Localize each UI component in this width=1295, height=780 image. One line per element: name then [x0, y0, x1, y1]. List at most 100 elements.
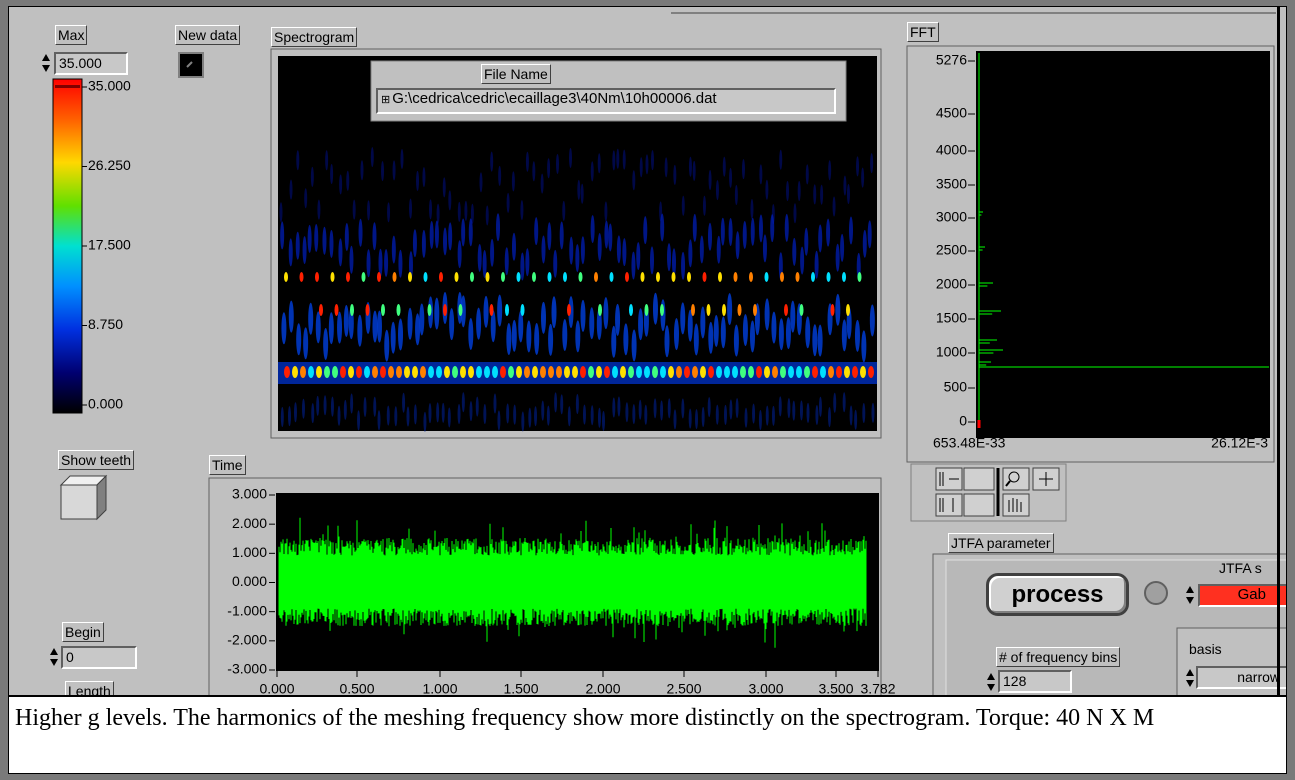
- new-data-label: New data: [175, 25, 240, 45]
- fft-y-tick-label: 1000: [936, 344, 967, 360]
- spectrogram-streak: [281, 312, 286, 344]
- time-x-tick-label: 1.000: [422, 681, 457, 696]
- spectrogram-streak: [308, 225, 312, 253]
- spectrogram-streak: [303, 236, 307, 264]
- spectrogram-streak: [534, 217, 538, 245]
- basis-value[interactable]: narrow: [1196, 666, 1287, 689]
- colorbar-tick-label: 17.500: [88, 237, 131, 253]
- spectrogram-peak: [784, 304, 788, 316]
- spectrogram-streak: [583, 405, 586, 425]
- spectrogram-streak: [344, 400, 347, 420]
- spectrogram-peak: [604, 366, 610, 378]
- process-button[interactable]: process: [986, 573, 1129, 616]
- spectrogram-streak: [650, 246, 654, 274]
- spectrogram-peak: [628, 366, 634, 378]
- spectrogram-streak: [815, 251, 819, 279]
- file-name-path[interactable]: ⊞G:\cedrica\cedric\ecaillage3\40Nm\10h00…: [376, 88, 836, 114]
- spectrogram-streak: [786, 181, 789, 201]
- spectrogram-streak: [617, 397, 620, 417]
- spectrogram-peak: [381, 304, 385, 316]
- spectrogram-streak: [497, 295, 502, 327]
- page: 35.00026.25017.5008.7500.000 52764500400…: [0, 0, 1295, 780]
- spectrogram-streak: [700, 235, 704, 263]
- spectrogram-peak: [556, 366, 562, 378]
- spectrogram-streak: [745, 408, 748, 428]
- spectrogram-peak: [684, 366, 690, 378]
- spectrogram-peak: [625, 272, 629, 282]
- spectrogram-streak: [843, 392, 846, 412]
- begin-arrows[interactable]: [50, 647, 58, 667]
- spectrogram-streak: [316, 396, 319, 416]
- spectrogram-peak: [629, 304, 633, 316]
- begin-input[interactable]: 0: [61, 646, 137, 669]
- jtfa-type-arrows[interactable]: [1186, 585, 1194, 605]
- spectrogram-peak: [540, 366, 546, 378]
- spectrogram-streak: [716, 180, 719, 200]
- max-increment[interactable]: [42, 53, 50, 73]
- spectrogram-peak: [340, 366, 346, 378]
- spectrogram-streak: [664, 325, 669, 357]
- spectrogram-streak: [422, 230, 426, 258]
- spectrogram-streak: [512, 233, 516, 261]
- spectrogram-peak: [756, 366, 762, 378]
- spectrogram-streak: [443, 177, 446, 197]
- spectrogram-peak: [672, 272, 676, 282]
- spectrogram-peak: [703, 272, 707, 282]
- spectrogram-peak: [396, 366, 402, 378]
- spectrogram-peak: [356, 366, 362, 378]
- spectrogram-streak: [765, 298, 770, 330]
- spectrogram-peak: [740, 366, 746, 378]
- spectrogram-streak: [763, 234, 767, 262]
- spectrogram-peak: [548, 272, 552, 282]
- bins-arrows[interactable]: [987, 672, 995, 692]
- spectrogram-streak: [316, 311, 321, 343]
- spectrogram-streak: [694, 323, 699, 355]
- spectrogram-streak: [786, 317, 791, 349]
- spectrogram-peak: [700, 366, 706, 378]
- max-input[interactable]: 35.000: [54, 52, 128, 75]
- spectrogram-peak: [563, 272, 567, 282]
- colorbar-tick-label: 0.000: [88, 396, 123, 412]
- spectrogram-streak: [724, 405, 727, 425]
- spectrogram-streak: [534, 406, 537, 426]
- spectrogram-peak: [796, 272, 800, 282]
- spectrogram-streak: [569, 237, 573, 265]
- basis-arrows[interactable]: [1186, 668, 1194, 688]
- spectrogram-streak: [667, 243, 671, 271]
- spectrogram-peak: [828, 366, 834, 378]
- graph-palette: [911, 464, 1066, 521]
- spectrogram-streak: [331, 397, 334, 417]
- spectrogram-streak: [871, 403, 874, 423]
- show-teeth-button[interactable]: [61, 476, 106, 519]
- spectrogram-streak: [560, 394, 563, 414]
- spectrogram-peak: [460, 366, 466, 378]
- spectrogram-streak: [856, 156, 859, 176]
- time-y-tick-label: -2.000: [227, 632, 267, 648]
- jtfa-type-value[interactable]: Gab: [1198, 584, 1287, 607]
- spectrogram-streak: [729, 400, 732, 420]
- spectrogram-streak: [289, 301, 294, 333]
- spectrogram-streak: [391, 322, 396, 354]
- spectrogram-streak: [752, 404, 755, 424]
- spectrogram-peak: [687, 272, 691, 282]
- spectrogram-streak: [598, 233, 602, 261]
- spectrogram-peak: [524, 366, 530, 378]
- spectrogram-peak: [846, 304, 850, 316]
- spectrogram-streak: [373, 397, 376, 417]
- spectrogram-streak: [541, 174, 544, 194]
- spectrogram-streak: [729, 218, 733, 246]
- spectrogram-peak: [412, 366, 418, 378]
- spectrogram-streak: [862, 403, 865, 423]
- spectrogram-streak: [870, 153, 873, 173]
- spectrogram-streak: [290, 180, 293, 200]
- spectrogram-streak: [759, 410, 762, 430]
- spectrogram-peak: [492, 366, 498, 378]
- spectrogram-streak: [689, 409, 692, 429]
- bins-input[interactable]: 128: [998, 670, 1072, 693]
- spectrogram-peak: [346, 272, 350, 282]
- fft-label: FFT: [907, 22, 939, 42]
- time-y-tick-label: 1.000: [232, 544, 267, 560]
- spectrogram-peak: [644, 366, 650, 378]
- spectrogram-peak: [284, 366, 290, 378]
- spectrogram-peak: [598, 304, 602, 316]
